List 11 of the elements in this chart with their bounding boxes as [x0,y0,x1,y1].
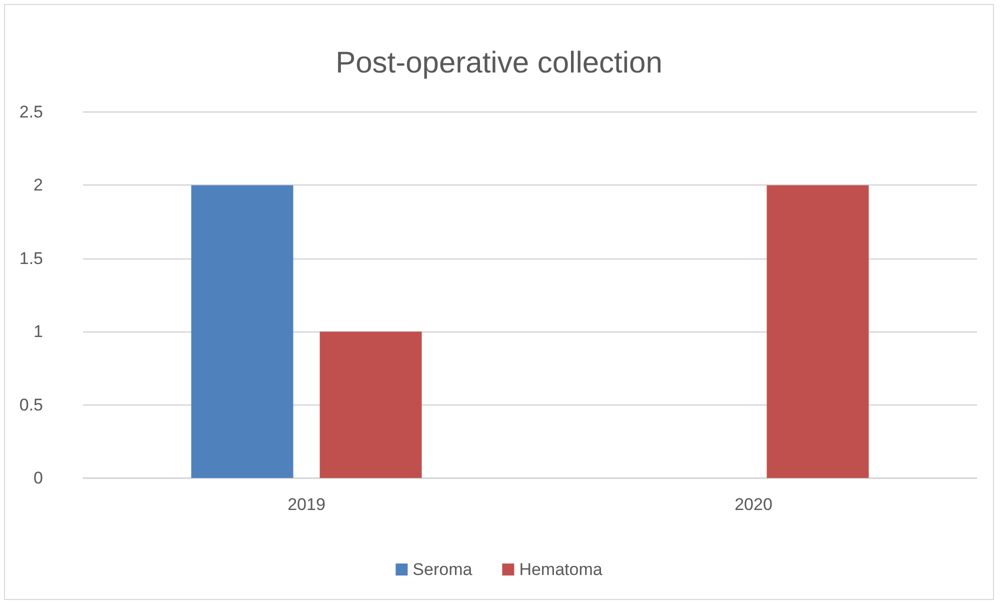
y-tick-label: 0.5 [19,395,43,414]
x-tick-label: 2020 [734,495,772,514]
y-tick-label: 2.5 [19,102,43,122]
x-tick-label: 2019 [288,495,326,514]
legend-label: Seroma [412,560,473,579]
chart-title: Post-operative collection [336,46,662,80]
y-tick-label: 2 [34,176,43,195]
y-tick-label: 1.5 [19,248,43,268]
legend-label: Hematoma [519,560,603,579]
y-tick-label: 0 [34,468,43,488]
y-tick-label: 1 [34,322,43,342]
